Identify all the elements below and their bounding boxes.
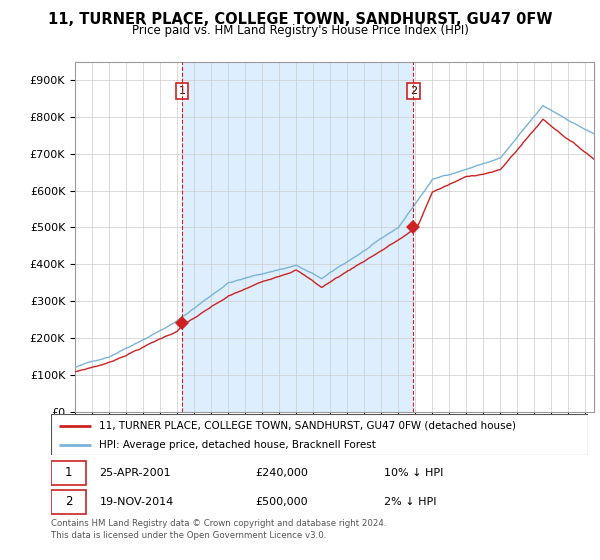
Text: 11, TURNER PLACE, COLLEGE TOWN, SANDHURST, GU47 0FW (detached house): 11, TURNER PLACE, COLLEGE TOWN, SANDHURS… xyxy=(100,421,517,431)
Text: Contains HM Land Registry data © Crown copyright and database right 2024.
This d: Contains HM Land Registry data © Crown c… xyxy=(51,519,386,540)
FancyBboxPatch shape xyxy=(51,460,86,485)
Text: 10% ↓ HPI: 10% ↓ HPI xyxy=(384,468,443,478)
Bar xyxy=(182,62,413,412)
FancyBboxPatch shape xyxy=(51,414,588,455)
Text: £500,000: £500,000 xyxy=(255,497,308,507)
Text: HPI: Average price, detached house, Bracknell Forest: HPI: Average price, detached house, Brac… xyxy=(100,440,376,450)
Text: 19-NOV-2014: 19-NOV-2014 xyxy=(100,497,173,507)
Text: 1: 1 xyxy=(179,86,186,96)
Text: 2: 2 xyxy=(410,86,417,96)
Text: £240,000: £240,000 xyxy=(255,468,308,478)
Text: 2: 2 xyxy=(65,495,72,508)
Text: 11, TURNER PLACE, COLLEGE TOWN, SANDHURST, GU47 0FW: 11, TURNER PLACE, COLLEGE TOWN, SANDHURS… xyxy=(48,12,552,27)
Text: Price paid vs. HM Land Registry's House Price Index (HPI): Price paid vs. HM Land Registry's House … xyxy=(131,24,469,36)
Text: 25-APR-2001: 25-APR-2001 xyxy=(100,468,171,478)
Text: 1: 1 xyxy=(65,466,72,479)
FancyBboxPatch shape xyxy=(51,489,86,514)
Text: 2% ↓ HPI: 2% ↓ HPI xyxy=(384,497,436,507)
